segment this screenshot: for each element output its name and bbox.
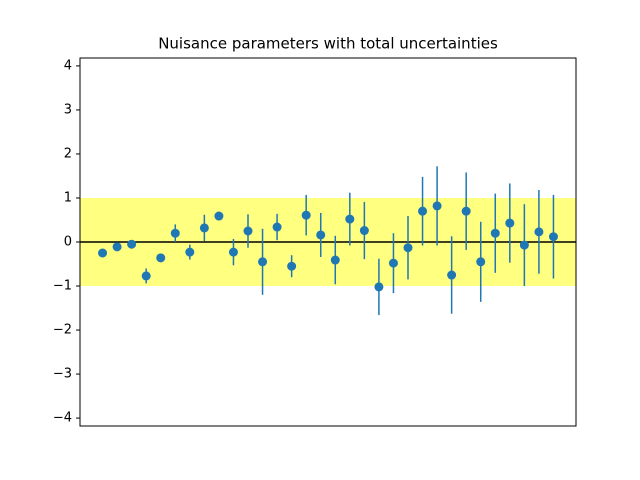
y-tick-label: −1 bbox=[53, 279, 72, 294]
point bbox=[519, 240, 529, 250]
y-tick-label: −2 bbox=[53, 323, 72, 338]
plot-frame bbox=[79, 57, 577, 427]
point bbox=[476, 257, 486, 267]
chart-title: Nuisance parameters with total uncertain… bbox=[158, 35, 498, 53]
point bbox=[199, 223, 209, 233]
point bbox=[418, 206, 428, 216]
y-tick-label: 3 bbox=[64, 102, 72, 117]
point bbox=[447, 270, 457, 280]
y-tick-label: 1 bbox=[64, 190, 72, 205]
point bbox=[490, 228, 500, 238]
point bbox=[287, 261, 297, 271]
point bbox=[112, 242, 122, 252]
point bbox=[403, 243, 413, 253]
y-tick-label: −3 bbox=[53, 367, 72, 382]
point bbox=[141, 271, 151, 281]
point bbox=[316, 230, 326, 240]
point bbox=[505, 218, 515, 228]
y-tick-label: 2 bbox=[64, 146, 72, 161]
point bbox=[374, 282, 384, 292]
point bbox=[127, 239, 137, 249]
point bbox=[272, 222, 282, 232]
point bbox=[345, 214, 355, 224]
point bbox=[258, 257, 268, 267]
point bbox=[359, 226, 369, 236]
point bbox=[534, 227, 544, 237]
point bbox=[214, 211, 224, 221]
point bbox=[156, 253, 166, 263]
y-tick-label: 4 bbox=[64, 58, 72, 73]
point bbox=[388, 258, 398, 268]
point bbox=[243, 226, 253, 236]
point bbox=[432, 201, 442, 211]
point bbox=[228, 247, 238, 257]
point bbox=[185, 247, 195, 257]
point bbox=[330, 255, 340, 265]
point bbox=[98, 248, 108, 258]
point bbox=[170, 228, 180, 238]
point bbox=[461, 206, 471, 216]
point bbox=[301, 210, 311, 220]
y-tick-label: 0 bbox=[64, 235, 72, 250]
point bbox=[548, 232, 558, 242]
y-tick-label: −4 bbox=[53, 411, 72, 426]
